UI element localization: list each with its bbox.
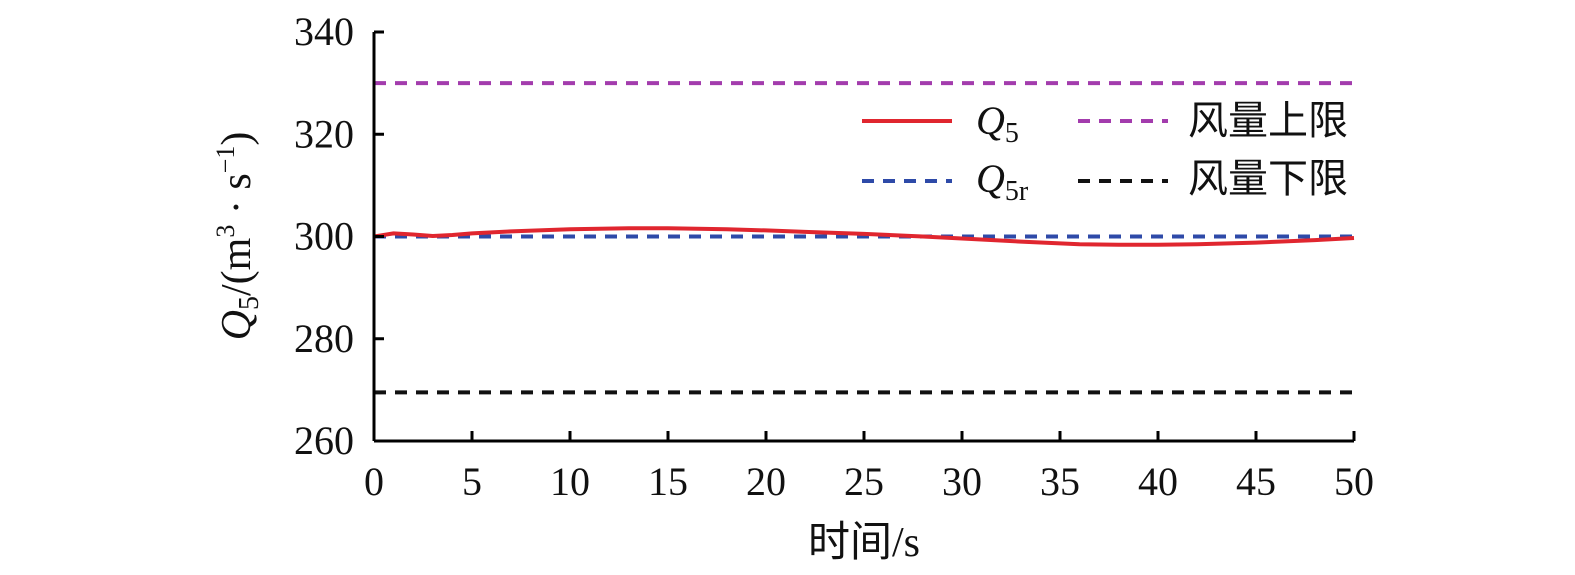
legend: Q5 Q5r 风量上限 风量下限 [862, 98, 1348, 207]
legend-label-q5: Q5 [976, 98, 1019, 149]
x-tick-label: 50 [1334, 459, 1374, 504]
y-axis-label-unit-a: /(m [214, 237, 260, 296]
series-lines [373, 81, 1355, 395]
legend-label-upper-limit: 风量上限 [1188, 98, 1348, 143]
x-axis-label: 时间/s [808, 520, 920, 566]
x-tick-label: 30 [942, 459, 982, 504]
y-axis-label-unit-b: · s [214, 173, 260, 224]
series-line-Q5 [373, 226, 1355, 247]
legend-label-q5r: Q5r [976, 156, 1029, 207]
x-tick-label: 40 [1138, 459, 1178, 504]
y-axis-ticks: 260 280 300 320 340 [294, 9, 384, 463]
y-axis-label-sub: 5 [234, 296, 265, 310]
x-tick-label: 20 [746, 459, 786, 504]
y-axis-label-var: Q [214, 310, 260, 340]
x-tick-label: 10 [550, 459, 590, 504]
legend-label-lower-limit: 风量下限 [1188, 156, 1348, 201]
y-axis-label-unit-c: ) [214, 132, 260, 146]
x-tick-label: 35 [1040, 459, 1080, 504]
y-tick-label: 320 [294, 111, 354, 156]
y-tick-label: 340 [294, 9, 354, 54]
x-tick-label: 15 [648, 459, 688, 504]
y-axis-label: Q5/(m3 · s−1) [211, 132, 265, 341]
y-axis-label-sup: 3 [211, 225, 240, 238]
y-tick-label: 280 [294, 316, 354, 361]
x-tick-label: 0 [364, 459, 384, 504]
y-tick-label: 300 [294, 214, 354, 259]
y-axis-label-sup2: −1 [211, 146, 240, 174]
x-tick-label: 25 [844, 459, 884, 504]
y-tick-label: 260 [294, 418, 354, 463]
x-tick-label: 45 [1236, 459, 1276, 504]
x-tick-label: 5 [462, 459, 482, 504]
x-axis-ticks: 0 5 10 15 20 25 30 35 40 45 50 [364, 431, 1374, 504]
